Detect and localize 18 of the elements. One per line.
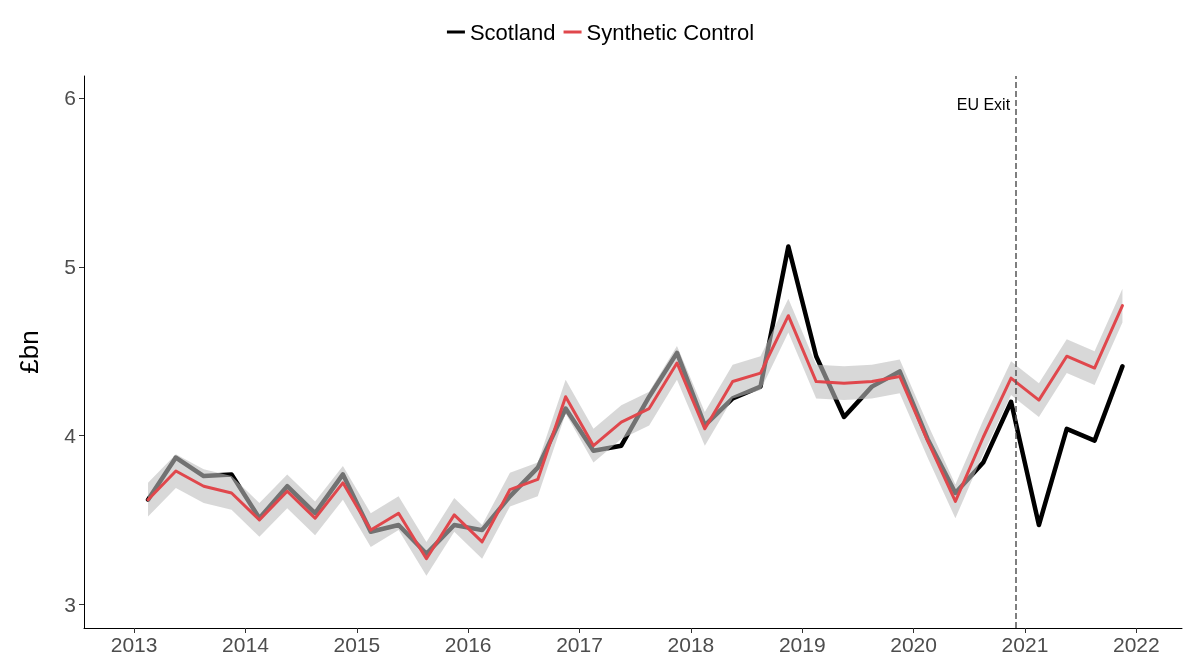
- ref-line-label: EU Exit: [956, 95, 1011, 113]
- x-tick-label: 2021: [1001, 633, 1049, 656]
- y-tick-label: 6: [64, 86, 76, 110]
- x-tick-label: 2022: [1112, 633, 1160, 656]
- y-tick-label: 3: [64, 592, 76, 616]
- x-tick-label: 2017: [556, 633, 603, 656]
- x-tick-label: 2020: [890, 633, 937, 656]
- x-tick-label: 2018: [667, 633, 715, 656]
- x-tick-label: 2014: [222, 633, 270, 656]
- x-tick-label: 2013: [110, 633, 158, 656]
- x-tick-label: 2019: [778, 633, 826, 656]
- x-tick-label: 2016: [444, 633, 492, 656]
- legend-label: Synthetic Control: [586, 19, 755, 45]
- x-tick-label: 2015: [333, 633, 381, 656]
- y-axis-title: £bn: [14, 330, 44, 374]
- y-tick-label: 5: [64, 255, 76, 279]
- y-tick-label: 4: [64, 424, 77, 448]
- legend-label: Scotland: [469, 19, 556, 45]
